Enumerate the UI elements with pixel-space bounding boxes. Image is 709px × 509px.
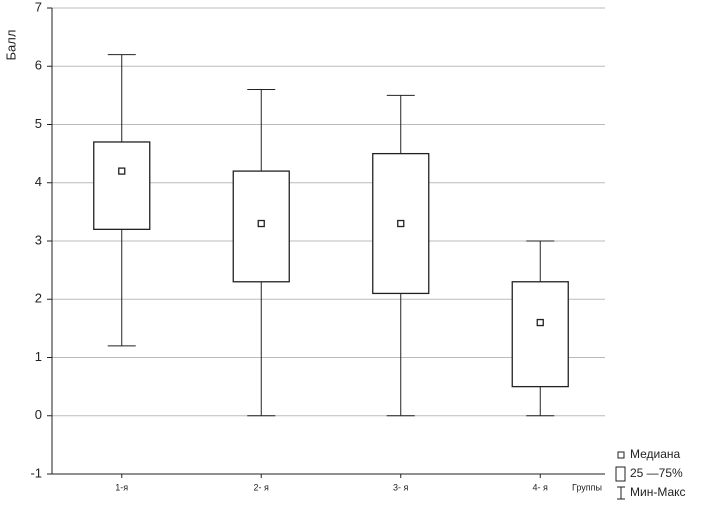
- y-tick-label: -1: [30, 465, 42, 480]
- legend-label: Мин-Макс: [630, 485, 686, 499]
- y-tick-label: 4: [35, 174, 42, 189]
- x-axis-label: Группы: [572, 482, 602, 492]
- legend-median-icon: [617, 451, 625, 459]
- median-marker: [536, 318, 544, 327]
- x-tick-label: 3- я: [393, 482, 409, 492]
- x-tick-label: 4- я: [533, 482, 549, 492]
- median-marker: [397, 219, 405, 228]
- y-tick-label: 0: [35, 407, 42, 422]
- y-tick-label: 1: [35, 349, 42, 364]
- y-axis-label: Балл: [3, 30, 18, 61]
- box: [93, 141, 151, 231]
- legend-label: Медиана: [630, 447, 681, 461]
- y-tick-label: 2: [35, 291, 42, 306]
- legend-box-icon: [615, 466, 626, 482]
- y-tick-label: 5: [35, 116, 42, 131]
- y-tick-label: 3: [35, 232, 42, 247]
- x-tick-label: 1-я: [115, 482, 128, 492]
- legend-label: 25 —75%: [630, 466, 683, 480]
- x-tick-label: 2- я: [254, 482, 270, 492]
- box: [511, 281, 569, 388]
- median-marker: [118, 167, 126, 175]
- median-marker: [257, 219, 265, 228]
- y-tick-label: 7: [35, 0, 42, 14]
- y-tick-label: 6: [35, 58, 42, 73]
